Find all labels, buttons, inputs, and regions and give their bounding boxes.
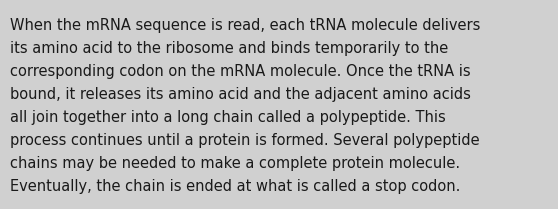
Text: bound, it releases its amino acid and the adjacent amino acids: bound, it releases its amino acid and th… bbox=[10, 87, 471, 102]
Text: its amino acid to the ribosome and binds temporarily to the: its amino acid to the ribosome and binds… bbox=[10, 41, 448, 56]
Text: When the mRNA sequence is read, each tRNA molecule delivers: When the mRNA sequence is read, each tRN… bbox=[10, 18, 480, 33]
Text: Eventually, the chain is ended at what is called a stop codon.: Eventually, the chain is ended at what i… bbox=[10, 179, 460, 194]
Text: corresponding codon on the mRNA molecule. Once the tRNA is: corresponding codon on the mRNA molecule… bbox=[10, 64, 470, 79]
Text: process continues until a protein is formed. Several polypeptide: process continues until a protein is for… bbox=[10, 133, 480, 148]
Text: chains may be needed to make a complete protein molecule.: chains may be needed to make a complete … bbox=[10, 156, 460, 171]
Text: all join together into a long chain called a polypeptide. This: all join together into a long chain call… bbox=[10, 110, 446, 125]
